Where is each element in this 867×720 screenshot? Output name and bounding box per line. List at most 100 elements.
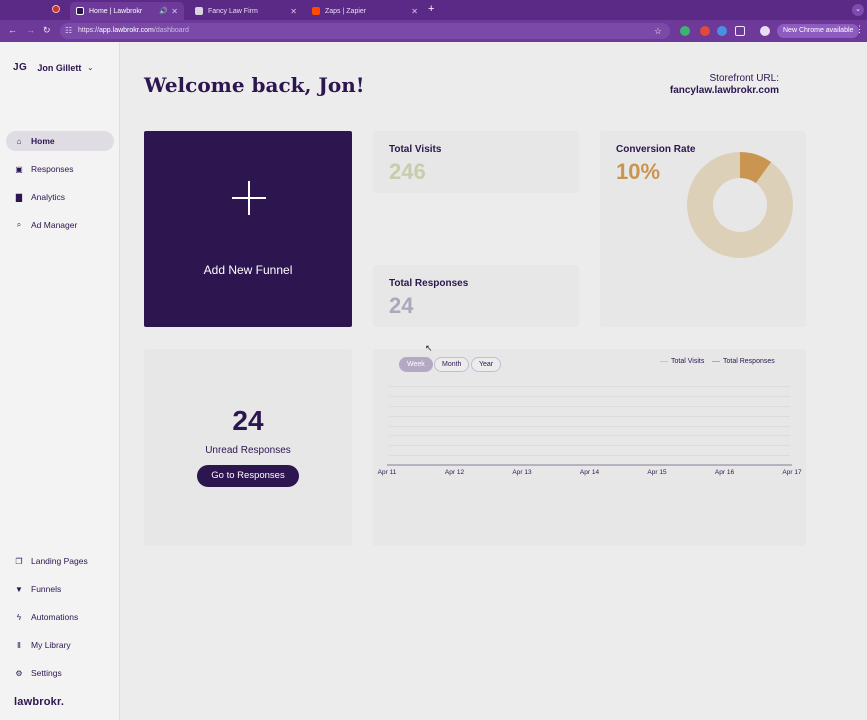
new-chrome-available-button[interactable]: New Chrome available: [777, 24, 860, 38]
gridline: [389, 445, 790, 447]
tab-fancy-law-firm[interactable]: Fancy Law Firm ✕: [189, 2, 303, 20]
donut-slice-converted[interactable]: [740, 152, 772, 184]
forward-arrow-icon[interactable]: →: [26, 25, 35, 35]
sidebar-item-my-library[interactable]: Ⅱ My Library: [6, 635, 114, 655]
sidebar-item-landing-pages[interactable]: ❐ Landing Pages: [6, 551, 114, 571]
more-menu-icon[interactable]: ⋮: [855, 24, 864, 34]
close-tab-icon[interactable]: ✕: [290, 6, 297, 16]
profile-avatar-icon[interactable]: [760, 26, 770, 36]
inbox-icon: ▣: [15, 164, 23, 174]
tab-title: Home | Lawbrokr: [89, 7, 143, 15]
month-filter-button[interactable]: Month: [434, 357, 470, 372]
bar-chart-icon: ▇: [15, 192, 23, 202]
extension-icon[interactable]: [680, 26, 690, 36]
url-path: /dashboard: [153, 27, 189, 34]
lawbrokr-logo[interactable]: lawbrokr.: [14, 696, 65, 708]
chevron-down-icon: ⌄: [87, 64, 94, 72]
url-scheme: https://: [78, 27, 100, 34]
conversion-rate-value: 10%: [616, 159, 661, 184]
url-host: app.lawbrokr.com: [99, 27, 154, 34]
sidebar-item-label: Responses: [31, 164, 74, 174]
sidebar-item-label: Settings: [31, 668, 62, 678]
tab-zaps-zapier[interactable]: Zaps | Zapier ✕: [306, 2, 424, 20]
sidebar-item-settings[interactable]: ⚙ Settings: [6, 663, 114, 683]
storefront-label: Storefront URL:: [709, 73, 779, 84]
tab-search-chevron-icon[interactable]: ⌄: [852, 4, 864, 16]
reload-icon[interactable]: ↻: [43, 25, 51, 35]
back-arrow-icon[interactable]: ←: [8, 25, 17, 35]
add-new-funnel-card[interactable]: Add New Funnel: [144, 131, 352, 327]
gridline: [389, 415, 790, 417]
total-visits-card: Total Visits 246: [373, 131, 579, 193]
extensions-puzzle-icon[interactable]: [735, 26, 745, 36]
site-info-icon[interactable]: ☷: [65, 26, 73, 35]
home-icon: ⌂: [16, 136, 22, 146]
x-tick-label: Apr 14: [579, 469, 600, 476]
zapier-favicon-icon: [312, 7, 320, 15]
legend-swatch: [712, 360, 720, 363]
storefront-url-link[interactable]: fancylaw.lawbrokr.com: [669, 85, 779, 96]
funnel-icon: ▼: [15, 584, 23, 594]
total-visits-title: Total Visits: [389, 144, 442, 155]
x-tick-label: Apr 17: [782, 469, 802, 476]
sidebar-item-responses[interactable]: ▣ Responses: [6, 159, 114, 179]
sidebar-item-label: Ad Manager: [31, 220, 78, 230]
sidebar-item-analytics[interactable]: ▇ Analytics: [6, 187, 114, 207]
speaker-icon[interactable]: 🔊: [159, 8, 168, 15]
tab-title: Zaps | Zapier: [325, 7, 367, 15]
unread-label: Unread Responses: [205, 445, 291, 456]
week-filter-button[interactable]: Week: [399, 357, 433, 372]
plus-icon: [232, 181, 266, 215]
gridline: [389, 405, 790, 407]
gridline: [389, 386, 790, 387]
legend-swatch: [660, 360, 668, 363]
gridline: [389, 425, 790, 427]
legend-total-responses[interactable]: Total Responses: [712, 358, 775, 365]
page-title: Welcome back, Jon!: [144, 73, 365, 97]
x-tick-label: Apr 12: [444, 469, 465, 476]
x-tick-label: Apr 11: [377, 469, 397, 476]
close-tab-icon[interactable]: ✕: [411, 6, 418, 16]
url-field[interactable]: ☷ https://app.lawbrokr.com/dashboard ☆: [60, 23, 670, 39]
library-icon: Ⅱ: [17, 640, 21, 650]
sidebar-item-home[interactable]: ⌂ Home: [6, 131, 114, 151]
conversion-rate-title: Conversion Rate: [616, 144, 696, 155]
sidebar-item-label: My Library: [31, 640, 71, 650]
sidebar-item-automations[interactable]: ϟ Automations: [6, 607, 114, 627]
total-responses-title: Total Responses: [389, 278, 469, 289]
conversion-rate-card: Conversion Rate 10%: [600, 131, 806, 327]
mouse-cursor-icon: ↖: [425, 343, 433, 353]
extension-icon[interactable]: [717, 26, 727, 36]
sidebar-item-funnels[interactable]: ▼ Funnels: [6, 579, 114, 599]
close-tab-icon[interactable]: ✕: [171, 6, 178, 16]
bookmark-star-icon[interactable]: ☆: [653, 26, 662, 36]
recording-icon[interactable]: [52, 5, 60, 13]
extension-icon[interactable]: [700, 26, 710, 36]
gridline: [389, 395, 790, 397]
unread-responses-card: 24 Unread Responses Go to Responses: [144, 349, 352, 546]
sidebar-item-ad-manager[interactable]: ⌕ Ad Manager: [6, 215, 114, 235]
pages-icon: ❐: [15, 556, 23, 566]
conversion-donut-chart: [687, 152, 793, 258]
legend-total-visits[interactable]: Total Visits: [660, 358, 704, 365]
browser-address-bar: ← → ↻ ☷ https://app.lawbrokr.com/dashboa…: [0, 20, 867, 42]
go-to-responses-button[interactable]: Go to Responses: [197, 465, 299, 487]
sidebar-item-label: Landing Pages: [31, 556, 88, 566]
year-filter-button[interactable]: Year: [471, 357, 502, 372]
legend-label: Total Responses: [723, 358, 775, 365]
sidebar-item-label: Home: [31, 136, 55, 146]
donut-slice-not-converted[interactable]: [687, 152, 793, 258]
user-menu[interactable]: JG Jon Gillett ⌄: [13, 62, 93, 73]
ad-search-icon: ⌕: [16, 220, 22, 229]
page-favicon-icon: [195, 7, 203, 15]
gridline: [389, 435, 790, 437]
storefront-url-block: Storefront URL: fancylaw.lawbrokr.com: [670, 73, 779, 97]
line-chart-svg: [387, 464, 792, 466]
total-responses-card: Total Responses 24: [373, 265, 579, 327]
sidebar-item-label: Funnels: [31, 584, 62, 594]
sidebar: JG Jon Gillett ⌄ ⌂ Home ▣ Responses ▇ An…: [0, 42, 120, 720]
tab-home-lawbrokr[interactable]: Home | Lawbrokr 🔊 ✕: [70, 2, 184, 20]
new-tab-button[interactable]: +: [428, 3, 435, 15]
user-name: Jon Gillett: [37, 62, 82, 73]
gear-icon: ⚙: [15, 668, 23, 678]
